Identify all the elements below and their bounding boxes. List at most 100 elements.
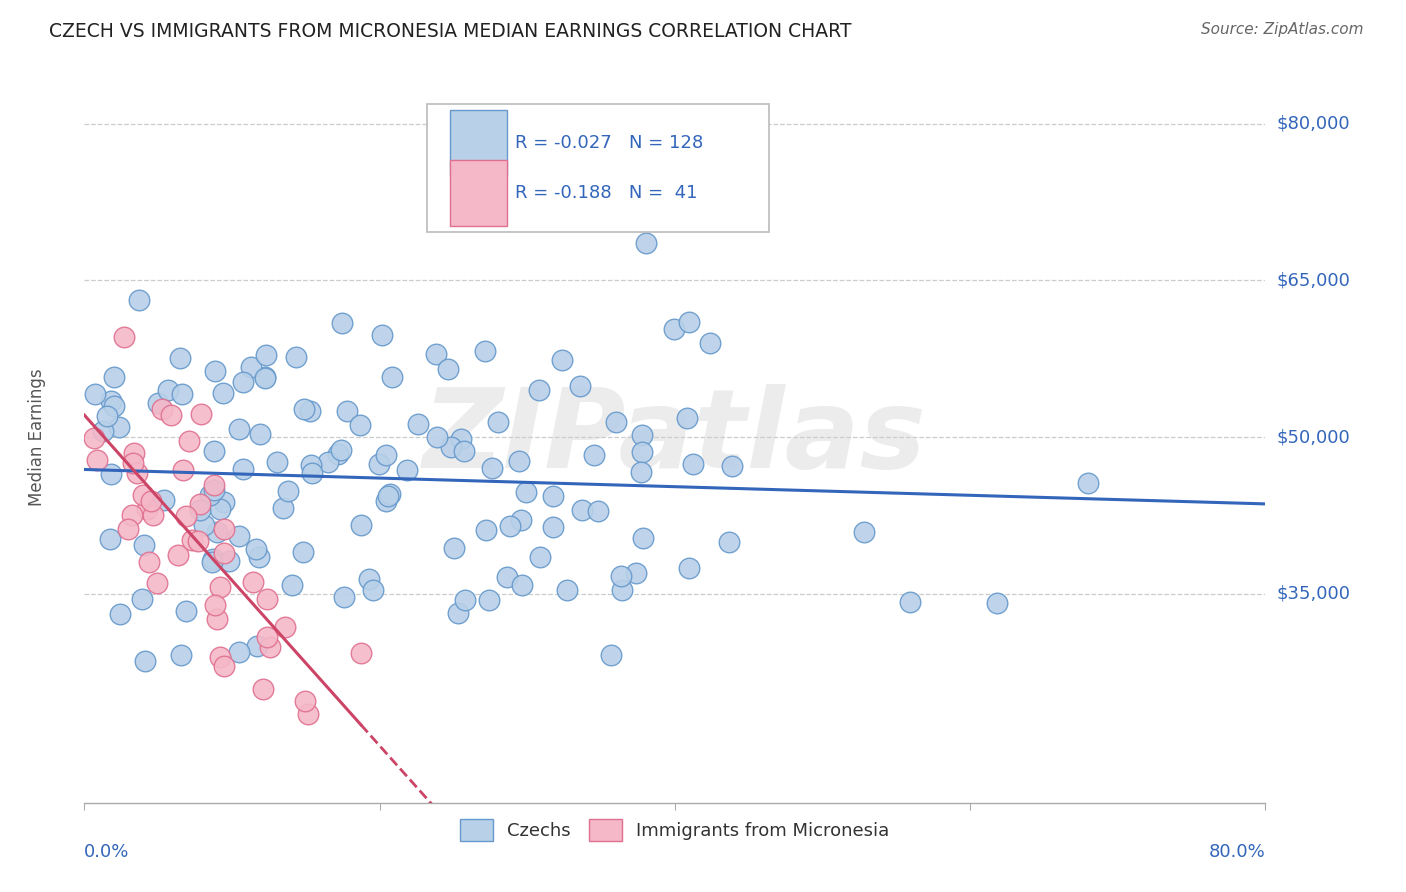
Point xyxy=(898,595,921,609)
Point xyxy=(132,488,155,502)
Point xyxy=(187,534,209,549)
Point xyxy=(605,415,627,429)
Point xyxy=(631,444,654,458)
Point xyxy=(86,453,108,467)
Point xyxy=(153,492,176,507)
Text: 80.0%: 80.0% xyxy=(1209,843,1265,861)
Point xyxy=(103,399,125,413)
Point xyxy=(478,593,501,607)
Point xyxy=(699,336,721,351)
Point xyxy=(259,640,281,654)
Point xyxy=(610,583,633,598)
Point xyxy=(284,350,307,364)
Point xyxy=(169,351,191,365)
Point xyxy=(122,456,145,470)
Text: 0.0%: 0.0% xyxy=(84,843,129,861)
Point xyxy=(139,494,162,508)
Point xyxy=(110,607,132,621)
Point xyxy=(633,531,655,545)
FancyBboxPatch shape xyxy=(427,104,769,232)
Point xyxy=(204,598,226,612)
Point xyxy=(246,639,269,653)
Point xyxy=(207,524,229,539)
Point xyxy=(188,503,211,517)
Point xyxy=(202,478,225,492)
Point xyxy=(599,648,621,662)
Point xyxy=(634,236,657,251)
Point xyxy=(142,508,165,523)
Point xyxy=(586,504,609,518)
Point xyxy=(375,448,398,462)
Point xyxy=(529,550,551,565)
FancyBboxPatch shape xyxy=(450,111,508,177)
Point xyxy=(135,501,157,516)
Point xyxy=(108,419,131,434)
Point xyxy=(202,444,225,458)
Point xyxy=(350,646,373,660)
Point xyxy=(294,401,316,416)
Point xyxy=(350,517,373,532)
Point xyxy=(254,370,277,384)
Point xyxy=(188,497,211,511)
Text: $80,000: $80,000 xyxy=(1277,114,1350,133)
Point xyxy=(172,463,194,477)
Point xyxy=(228,645,250,659)
Point xyxy=(174,604,197,618)
Point xyxy=(426,430,449,444)
Point xyxy=(256,591,278,606)
Point xyxy=(254,348,277,362)
Point xyxy=(509,513,531,527)
Point xyxy=(721,459,744,474)
Point xyxy=(204,364,226,378)
FancyBboxPatch shape xyxy=(450,161,508,227)
Point xyxy=(375,494,398,508)
Point xyxy=(100,467,122,482)
Point xyxy=(301,466,323,480)
Point xyxy=(128,293,150,307)
Point xyxy=(281,578,304,592)
Point xyxy=(174,508,197,523)
Point xyxy=(212,546,235,560)
Point xyxy=(333,591,356,605)
Point xyxy=(228,422,250,436)
Point xyxy=(453,443,475,458)
Point xyxy=(294,694,316,708)
Point xyxy=(208,649,231,664)
Point xyxy=(209,501,232,516)
Point xyxy=(146,396,169,410)
Point xyxy=(125,466,148,480)
Point xyxy=(495,570,517,584)
Point xyxy=(249,426,271,441)
Point xyxy=(252,682,274,697)
Point xyxy=(450,433,472,447)
Point xyxy=(274,620,297,634)
Point xyxy=(568,379,591,393)
Point xyxy=(326,447,349,461)
Point xyxy=(582,449,605,463)
Point xyxy=(121,508,143,523)
Point xyxy=(212,495,235,509)
Point xyxy=(527,384,550,398)
Point xyxy=(443,541,465,556)
Point xyxy=(208,580,231,594)
Point xyxy=(380,487,402,501)
Point xyxy=(211,386,233,401)
Point xyxy=(381,370,404,384)
Point xyxy=(439,440,461,454)
Point xyxy=(247,550,270,565)
Point xyxy=(717,535,740,549)
Point xyxy=(454,592,477,607)
Point xyxy=(551,353,574,368)
Point xyxy=(682,458,704,472)
Point xyxy=(297,706,319,721)
Point xyxy=(266,455,288,469)
Point xyxy=(166,548,188,562)
Point xyxy=(396,463,419,477)
Point xyxy=(160,409,183,423)
Point xyxy=(481,461,503,475)
Point xyxy=(273,501,295,516)
Point xyxy=(202,483,225,497)
Point xyxy=(425,347,447,361)
Point xyxy=(198,488,221,502)
Point xyxy=(134,538,156,552)
